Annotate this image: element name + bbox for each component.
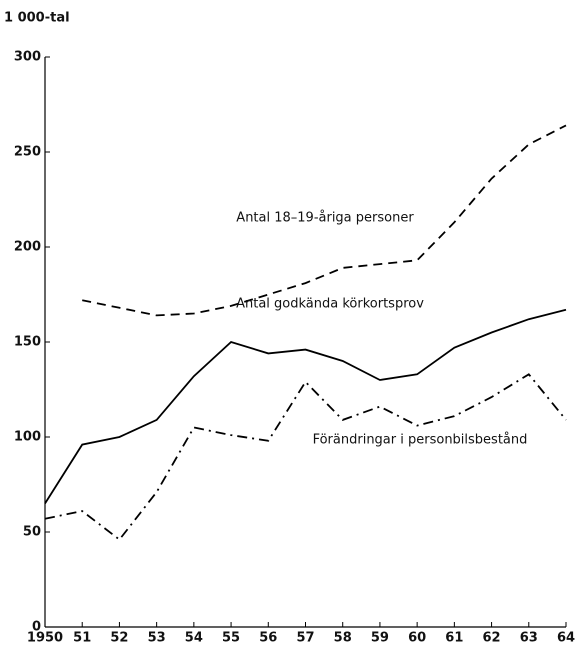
x-tick-label: 51 <box>73 631 91 646</box>
x-tick-label: 57 <box>296 631 314 646</box>
x-tick-label: 1950 <box>27 631 63 646</box>
x-tick-label: 61 <box>445 631 463 646</box>
y-tick-label: 300 <box>14 50 41 65</box>
y-tick-label: 50 <box>23 525 41 540</box>
x-tick-label: 60 <box>408 631 426 646</box>
x-tick-label: 63 <box>520 631 538 646</box>
series-label: Antal 18–19-åriga personer <box>236 211 414 226</box>
x-tick-label: 55 <box>222 631 240 646</box>
x-tick-label: 64 <box>557 631 575 646</box>
y-axis-label: 1 000-tal <box>4 11 70 26</box>
x-tick-label: 62 <box>483 631 501 646</box>
series-line <box>44 373 567 541</box>
x-tick-label: 59 <box>371 631 389 646</box>
y-tick-label: 200 <box>14 240 41 255</box>
series-line <box>44 308 567 504</box>
series-line <box>82 124 567 317</box>
y-tick-label: 100 <box>14 430 41 445</box>
x-tick-label: 54 <box>185 631 203 646</box>
y-tick-label: 150 <box>14 335 41 350</box>
series-label: Förändringar i personbilsbestånd <box>313 433 528 448</box>
y-tick-label: 250 <box>14 145 41 160</box>
x-tick-label: 52 <box>110 631 128 646</box>
x-tick-label: 53 <box>148 631 166 646</box>
y-tick-label: 0 <box>32 620 41 635</box>
x-tick-label: 56 <box>259 631 277 646</box>
x-tick-label: 58 <box>334 631 352 646</box>
series-label: Antal godkända körkortsprov <box>236 297 424 312</box>
